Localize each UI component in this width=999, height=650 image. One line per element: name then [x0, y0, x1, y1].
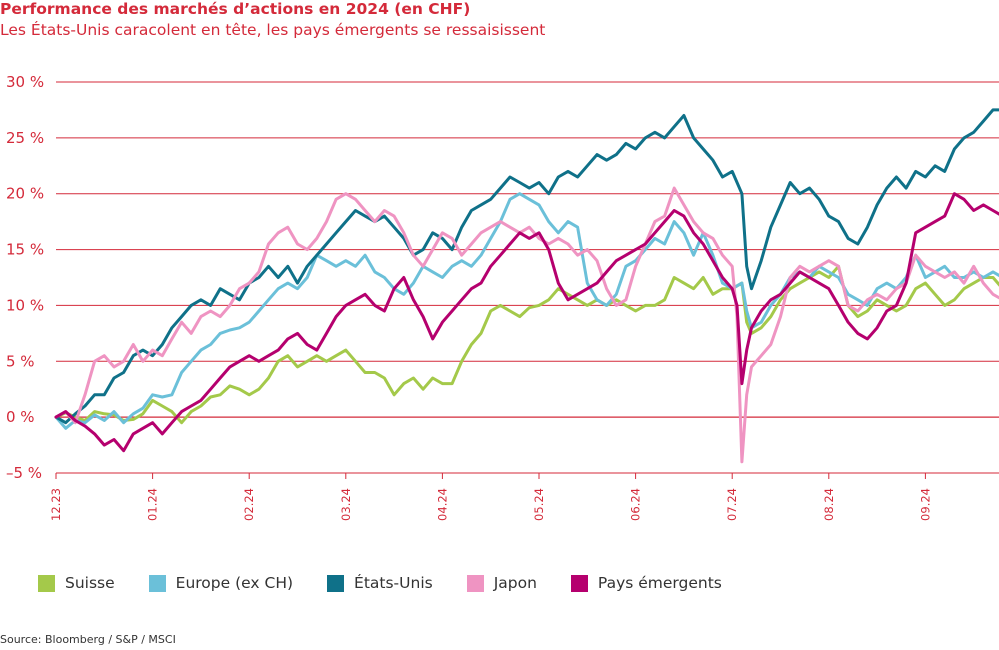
- legend-swatch: [570, 574, 588, 592]
- chart-title: Performance des marchés d’actions en 202…: [0, 0, 471, 18]
- series-line-4: [54, 192, 999, 453]
- y-tick-label: 5 %: [6, 352, 35, 370]
- y-tick-label: 30 %: [6, 73, 44, 91]
- x-tick-label: 01.24: [146, 488, 160, 521]
- legend-swatch: [327, 574, 345, 592]
- y-axis-ticks: 30 % 25 % 20 % 15 % 10 % 5 % 0 % –5 %: [6, 73, 44, 482]
- series-line-3: [54, 186, 999, 464]
- y-tick-label: –5 %: [6, 464, 42, 482]
- legend-swatch: [38, 574, 55, 592]
- x-tick-label: 04.24: [435, 488, 449, 521]
- y-tick-label: 0 %: [6, 408, 35, 426]
- legend-label: Pays émergents: [597, 574, 722, 592]
- y-tick-label: 25 %: [6, 129, 44, 147]
- x-axis-ticks: 12.23 01.24 02.24 03.24 04.24 05.24 06.24 07.24…: [49, 473, 932, 521]
- legend-swatch: [148, 574, 166, 592]
- legend-item: États-Unis: [327, 574, 433, 592]
- series-line-2: [54, 108, 999, 425]
- y-tick-label: 10 %: [6, 296, 44, 314]
- legend-label: Japon: [493, 574, 537, 592]
- legend-swatch: [466, 574, 484, 592]
- line-chart: 30 % 25 % 20 % 15 % 10 % 5 % 0 % –5 % 12.23 01.2…: [6, 73, 999, 521]
- series-lines: [54, 108, 999, 464]
- x-tick-label: 05.24: [532, 488, 546, 521]
- source-note: Source: Bloomberg / S&P / MSCI: [0, 633, 176, 646]
- x-tick-label: 07.24: [725, 488, 739, 521]
- legend-label: Europe (ex CH): [175, 574, 294, 592]
- x-tick-label: 09.24: [918, 488, 932, 521]
- legend-label: Suisse: [65, 574, 115, 592]
- gridlines: [56, 81, 999, 474]
- legend-item: Europe (ex CH): [148, 574, 294, 592]
- legend-label: États-Unis: [354, 574, 433, 592]
- x-tick-label: 03.24: [339, 488, 353, 521]
- series-line-0: [54, 264, 999, 425]
- x-tick-label: 08.24: [822, 488, 836, 521]
- x-tick-label: 06.24: [629, 488, 643, 521]
- y-tick-label: 20 %: [6, 185, 44, 203]
- legend-item: Suisse: [38, 574, 115, 592]
- chart-subtitle: Les États-Unis caracolent en tête, les p…: [0, 21, 546, 39]
- legend: Suisse Europe (ex CH) États-Unis Japon Pays …: [38, 574, 756, 592]
- series-line-1: [54, 192, 999, 430]
- y-tick-label: 15 %: [6, 241, 44, 259]
- x-tick-label: 02.24: [242, 488, 256, 521]
- x-tick-label: 12.23: [49, 488, 63, 521]
- legend-item: Pays émergents: [570, 574, 722, 592]
- legend-item: Japon: [466, 574, 537, 592]
